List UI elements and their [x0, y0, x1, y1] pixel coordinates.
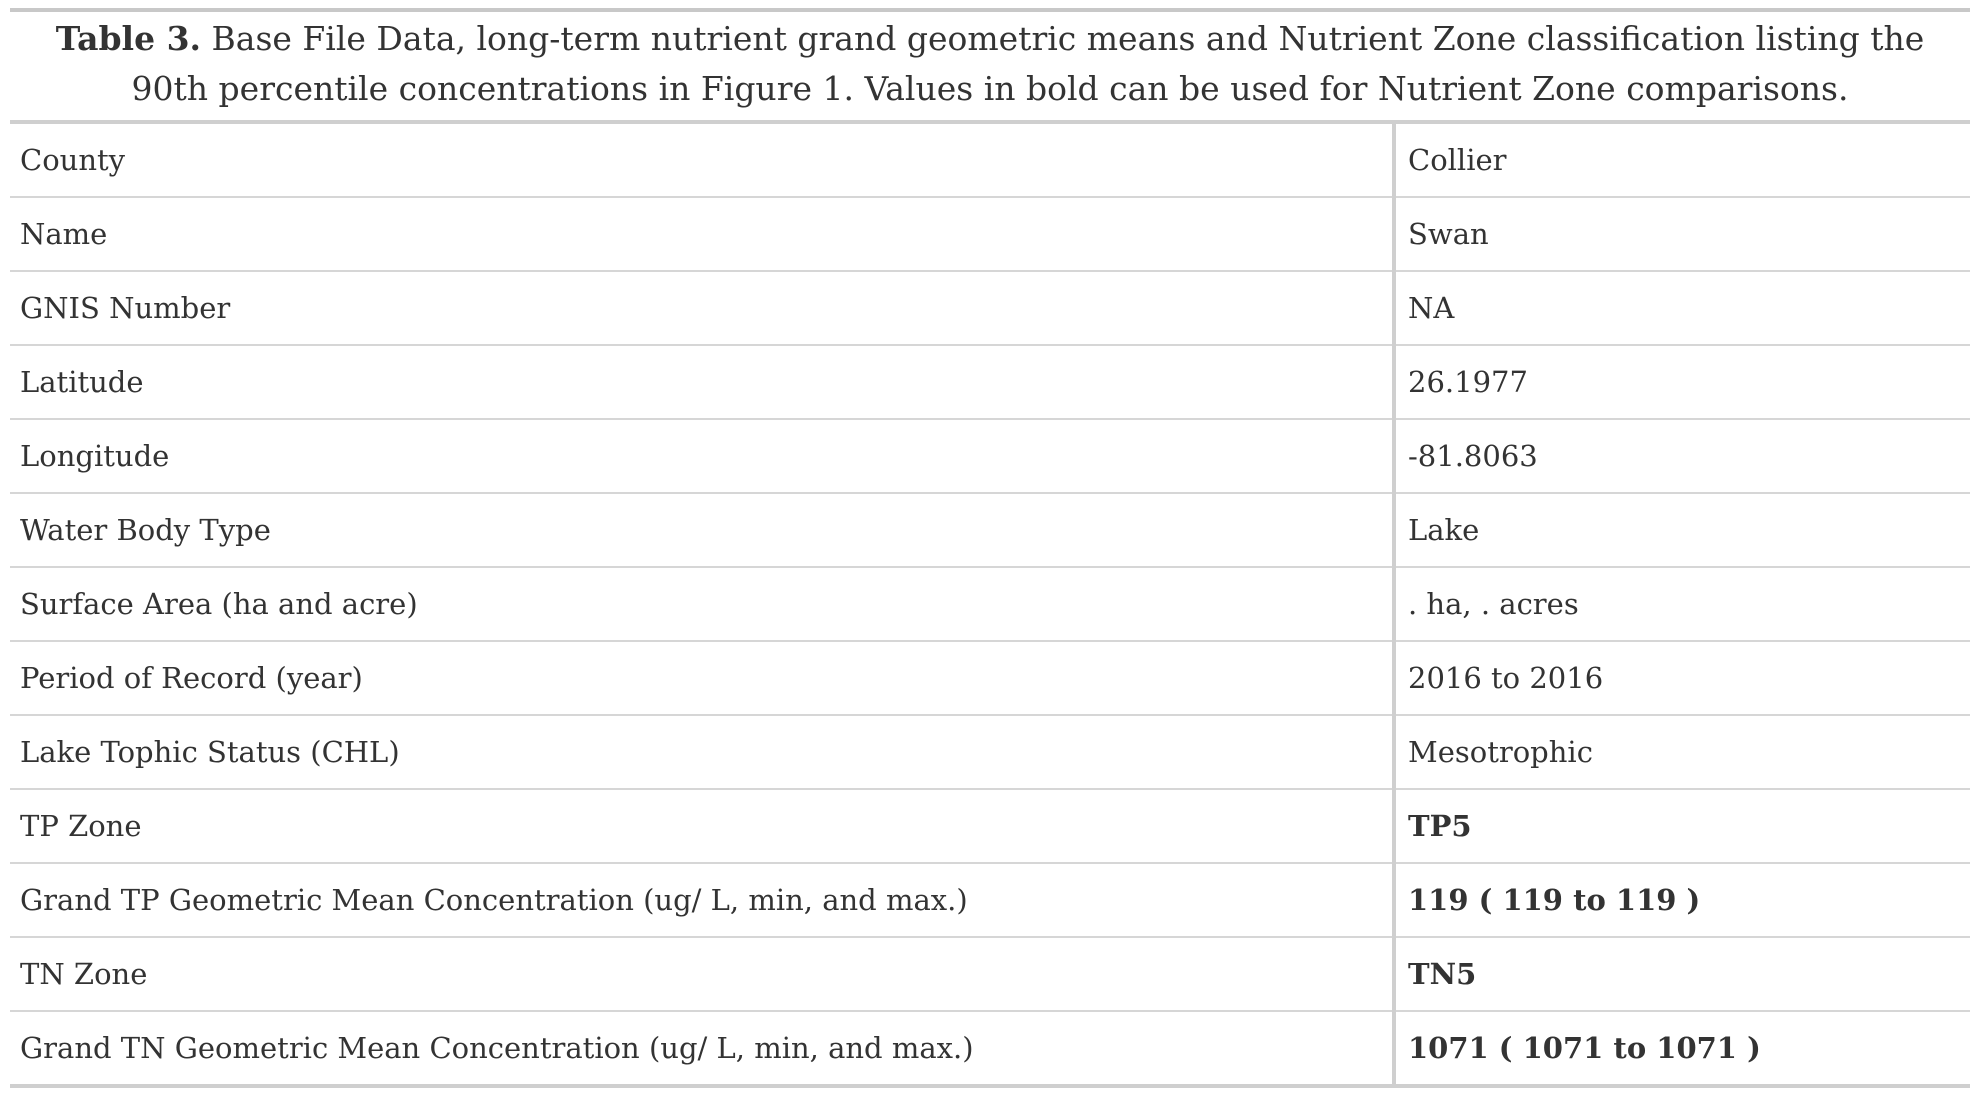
caption-text: Base File Data, long-term nutrient grand…	[131, 19, 1925, 108]
row-field: Surface Area (ha and acre)	[10, 567, 1394, 642]
caption-rule	[10, 120, 1970, 124]
row-field: TP Zone	[10, 789, 1394, 864]
row-value: Mesotrophic	[1392, 715, 1970, 790]
table-row: TN Zone TN5	[10, 937, 1970, 1012]
row-value: -81.8063	[1392, 419, 1970, 494]
row-field: TN Zone	[10, 937, 1394, 1012]
row-value: Collier	[1392, 124, 1970, 198]
table-row: Lake Tophic Status (CHL) Mesotrophic	[10, 715, 1970, 790]
row-value: Lake	[1392, 493, 1970, 568]
table-row: TP Zone TP5	[10, 789, 1970, 864]
row-field: Grand TP Geometric Mean Concentration (u…	[10, 863, 1394, 938]
data-table: County Collier Name Swan GNIS Number NA …	[10, 124, 1970, 1088]
table-row: Surface Area (ha and acre) . ha, . acres	[10, 567, 1970, 642]
row-field: Water Body Type	[10, 493, 1394, 568]
row-value: 26.1977	[1392, 345, 1970, 420]
row-field: County	[10, 124, 1394, 198]
caption-label: Table 3.	[55, 19, 202, 58]
row-field: Period of Record (year)	[10, 641, 1394, 716]
table-container: Table 3. Base File Data, long-term nutri…	[10, 8, 1970, 1088]
table-row: GNIS Number NA	[10, 271, 1970, 346]
row-value: . ha, . acres	[1392, 567, 1970, 642]
table-row: Latitude 26.1977	[10, 345, 1970, 420]
row-field: Grand TN Geometric Mean Concentration (u…	[10, 1011, 1394, 1088]
row-value: 2016 to 2016	[1392, 641, 1970, 716]
row-value: TN5	[1392, 937, 1970, 1012]
table-row: Grand TP Geometric Mean Concentration (u…	[10, 863, 1970, 938]
row-value: Swan	[1392, 197, 1970, 272]
table-row: Longitude -81.8063	[10, 419, 1970, 494]
top-rule	[10, 8, 1970, 12]
row-value: 119 ( 119 to 119 )	[1392, 863, 1970, 938]
row-value: 1071 ( 1071 to 1071 )	[1392, 1011, 1970, 1088]
row-field: GNIS Number	[10, 271, 1394, 346]
table-row: Period of Record (year) 2016 to 2016	[10, 641, 1970, 716]
row-value: NA	[1392, 271, 1970, 346]
row-field: Name	[10, 197, 1394, 272]
row-field: Lake Tophic Status (CHL)	[10, 715, 1394, 790]
row-value: TP5	[1392, 789, 1970, 864]
row-field: Longitude	[10, 419, 1394, 494]
table-row: Water Body Type Lake	[10, 493, 1970, 568]
table-row: Name Swan	[10, 197, 1970, 272]
table-row: Grand TN Geometric Mean Concentration (u…	[10, 1011, 1970, 1088]
table-row: County Collier	[10, 124, 1970, 198]
table-caption: Table 3. Base File Data, long-term nutri…	[10, 12, 1970, 120]
row-field: Latitude	[10, 345, 1394, 420]
